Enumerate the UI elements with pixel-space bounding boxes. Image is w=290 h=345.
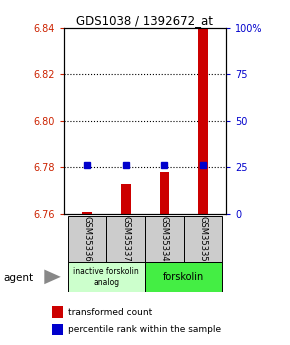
Bar	[52, 306, 63, 318]
Bar	[52, 324, 63, 335]
Text: forskolin: forskolin	[163, 272, 204, 282]
Text: GDS1038 / 1392672_at: GDS1038 / 1392672_at	[77, 14, 213, 27]
Text: agent: agent	[3, 273, 33, 283]
Text: GSM35337: GSM35337	[121, 216, 130, 262]
Bar	[106, 216, 145, 262]
Bar	[82, 211, 92, 214]
Text: GSM35336: GSM35336	[82, 216, 92, 262]
Polygon shape	[44, 269, 61, 284]
Bar	[68, 216, 106, 262]
Bar	[145, 216, 184, 262]
Text: transformed count: transformed count	[68, 308, 152, 317]
Bar	[160, 172, 169, 214]
Text: inactive forskolin
analog: inactive forskolin analog	[73, 267, 139, 287]
Bar	[198, 28, 208, 214]
Bar	[121, 184, 130, 214]
Bar	[68, 262, 145, 292]
Bar	[145, 262, 222, 292]
Text: GSM35334: GSM35334	[160, 216, 169, 262]
Bar	[184, 216, 222, 262]
Text: GSM35335: GSM35335	[198, 216, 208, 262]
Text: percentile rank within the sample: percentile rank within the sample	[68, 325, 221, 334]
